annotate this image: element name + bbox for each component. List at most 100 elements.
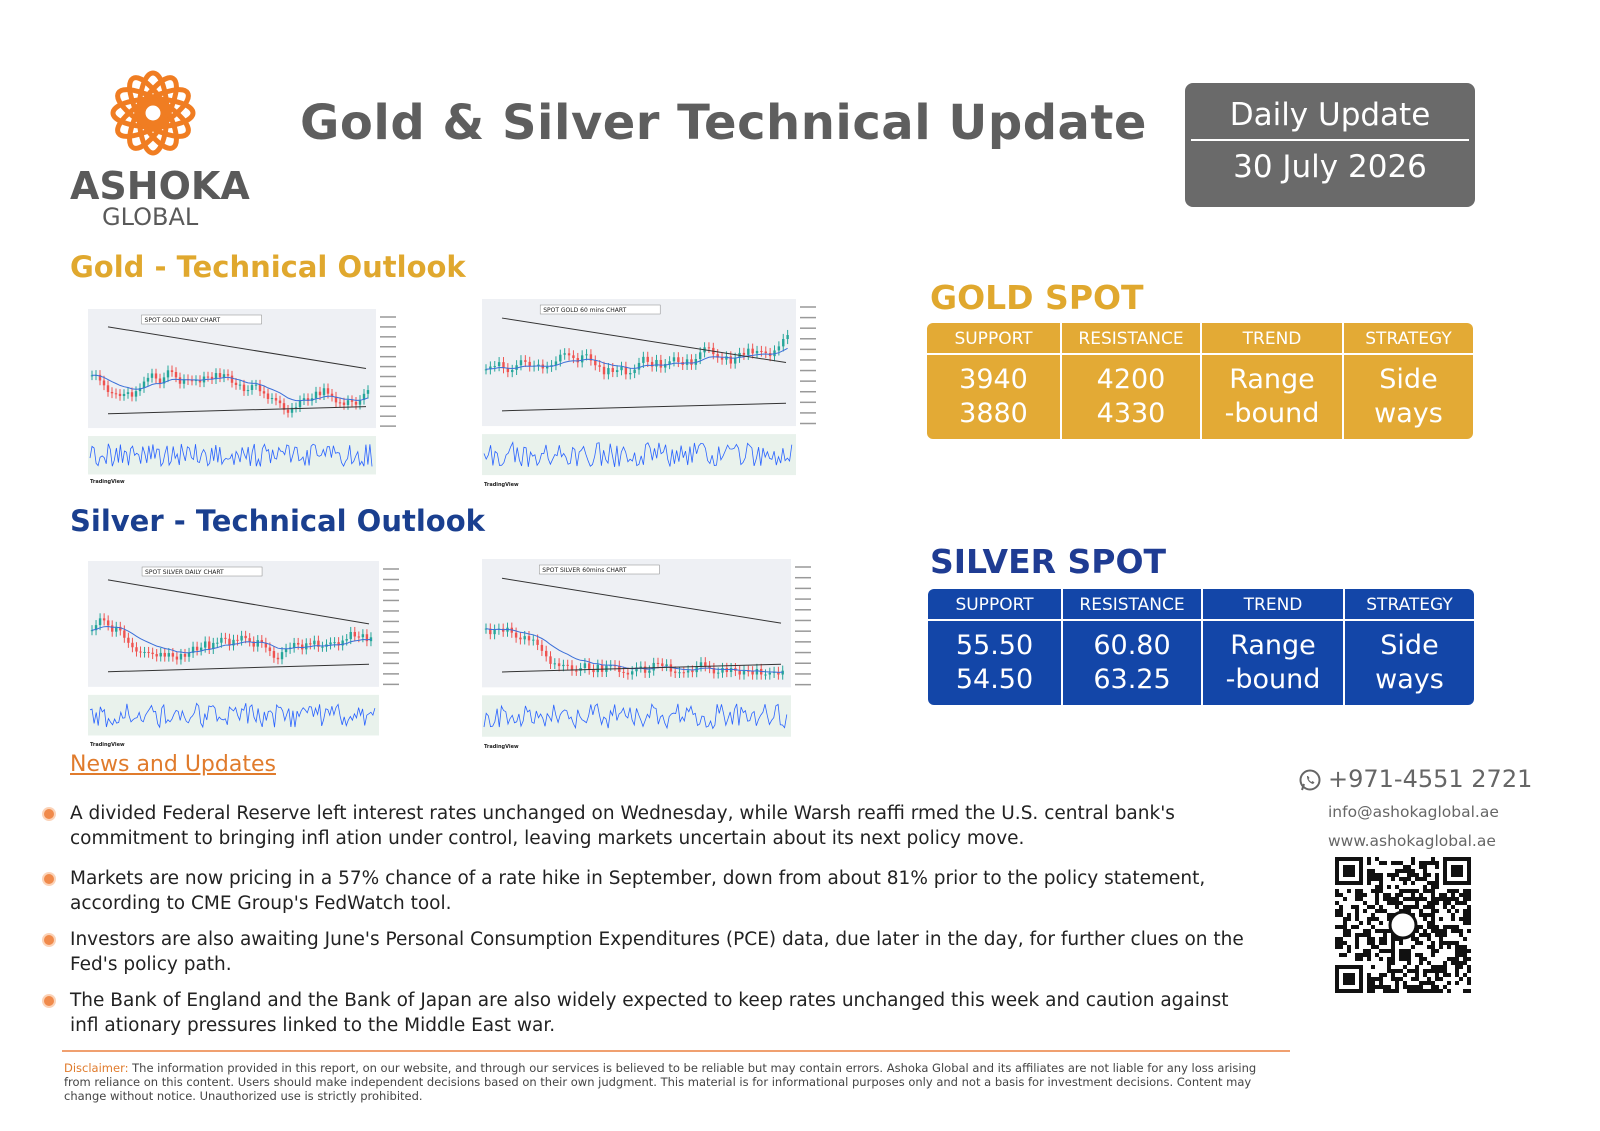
qr-cell [1415,873,1419,877]
qr-cell [1435,985,1439,989]
candle-body [613,665,617,667]
qr-cell [1375,985,1379,989]
candle-body [527,636,531,641]
candle-body [98,374,102,381]
qr-cell [1371,889,1375,893]
qr-cell [1379,877,1383,881]
qr-cell [1431,929,1435,933]
qr-cell [1367,949,1371,953]
candle-body [268,647,272,652]
qr-cell [1399,977,1403,981]
candle-body [171,653,175,657]
qr-cell [1467,909,1471,913]
qr-cell [1367,917,1371,921]
qr-cell [1399,969,1403,973]
qr-cell [1383,937,1387,941]
qr-cell [1395,977,1399,981]
candle-body [519,637,522,640]
candle-body [151,652,154,655]
qr-cell [1347,949,1351,953]
qr-cell [1435,929,1439,933]
cell-line: 4200 [1096,364,1166,395]
qr-cell [1407,909,1411,913]
qr-cell [1375,977,1379,981]
candle-body [685,359,689,365]
candle-body [294,407,298,409]
qr-cell [1455,973,1459,977]
qr-cell [1379,977,1383,981]
qr-cell [1463,913,1467,917]
qr-cell [1367,989,1371,993]
qr-cell [1351,925,1355,929]
qr-cell [1455,901,1459,905]
candle-body [244,635,247,639]
column-header: TREND [1200,323,1342,355]
candle-body [528,361,531,367]
qr-cell [1395,901,1399,905]
candle-body [694,359,698,365]
candle-body [296,642,300,645]
qr-cell [1399,861,1403,865]
qr-cell [1435,977,1439,981]
qr-cell [1431,885,1435,889]
qr-cell [1371,965,1375,969]
qr-cell [1431,857,1435,861]
qr-cell [1359,893,1363,897]
chart-image: SPOT GOLD DAILY CHART TradingView [88,309,396,485]
qr-cell [1439,897,1443,901]
qr-cell [1387,913,1391,917]
qr-cell [1387,989,1391,993]
candle-body [138,388,142,392]
qr-cell [1359,889,1363,893]
candle-body [166,370,170,378]
candle-body [90,375,94,377]
candle-body [755,668,759,675]
qr-cell [1431,953,1435,957]
qr-cell [1427,905,1431,909]
qr-cell [1447,945,1451,949]
qr-cell [1459,953,1463,957]
candle-body [729,356,732,364]
candle-body [704,662,707,667]
qr-cell [1467,949,1471,953]
qr-cell [1367,921,1371,925]
candle-body [208,641,211,649]
qr-cell [1391,937,1395,941]
candle-body [583,663,587,669]
candle-body [699,662,703,667]
qr-cell [1355,917,1359,921]
candle-body [131,642,134,648]
qr-cell [1443,985,1447,989]
qr-cell [1355,909,1359,913]
table-cell: 4200 4330 [1060,355,1200,439]
qr-cell [1367,957,1371,961]
cell-line: -bound [1224,398,1320,429]
candle-body [668,361,671,365]
candle-body [764,351,767,354]
candle-body [329,642,332,645]
qr-cell [1383,897,1387,901]
qr-cell [1387,885,1391,889]
candle-body [720,357,724,360]
qr-cell [1415,877,1419,881]
qr-cell [1459,965,1463,969]
candle-body [484,369,488,371]
candle-body [170,370,174,373]
qr-cell [1439,893,1443,897]
qr-cell [1423,877,1427,881]
qr-cell [1403,949,1407,953]
candle-body [712,668,716,674]
candle-body [782,339,785,347]
phone: +971-4551 2721 [1328,765,1533,793]
cell-line: Range [1230,630,1316,661]
qr-cell [1383,909,1387,913]
qr-cell [1415,985,1419,989]
oscillator [483,441,793,467]
news-link[interactable]: News and Updates [70,752,276,777]
chart-title-box [141,314,262,325]
candle-body [266,393,270,399]
candle-body [274,398,278,401]
qr-cell [1455,889,1459,893]
candle-body [94,625,98,631]
candle-body [596,664,599,673]
